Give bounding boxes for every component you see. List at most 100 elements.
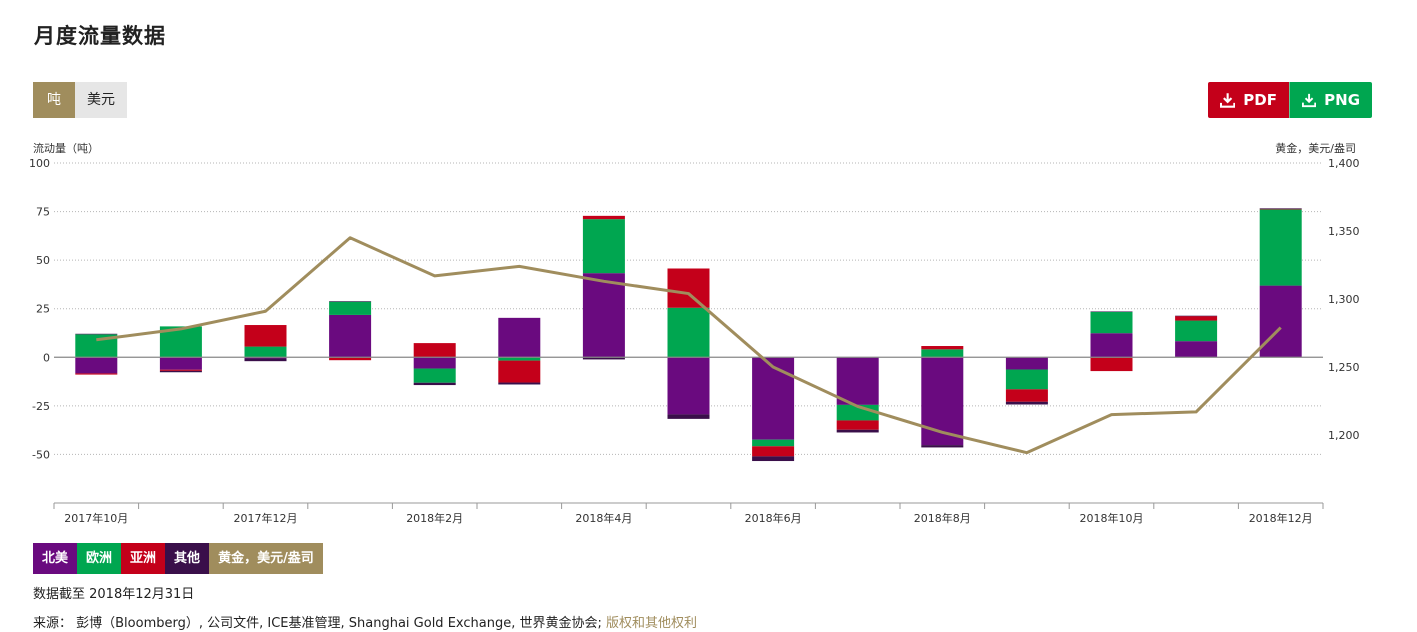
bar-亚洲-2017年12月[interactable] — [244, 325, 287, 347]
gold-price-line[interactable] — [96, 236, 1282, 455]
bar-亚洲-2018年1月[interactable] — [329, 357, 372, 361]
page-title: 月度流量数据 — [34, 24, 166, 48]
bar-北美-2018年5月[interactable] — [667, 357, 710, 415]
bar-其他-2018年9月[interactable] — [1005, 401, 1048, 405]
bar-其他-2018年5月[interactable] — [667, 414, 710, 419]
legend-item-asia[interactable]: 亚洲 — [121, 543, 166, 574]
bar-北美-2018年6月[interactable] — [752, 357, 795, 440]
y-tick-label: 75 — [36, 206, 50, 219]
legend-item-europe[interactable]: 欧洲 — [77, 543, 122, 574]
bar-亚洲-2017年11月[interactable] — [159, 369, 202, 371]
as-of-date: 数据截至 2018年12月31日 — [33, 587, 195, 602]
bar-欧洲-2017年10月[interactable] — [75, 334, 118, 358]
bar-亚洲-2018年7月[interactable] — [836, 420, 879, 430]
y-tick-label: 0 — [43, 351, 50, 364]
bar-欧洲-2017年12月[interactable] — [244, 346, 287, 358]
bar-其他-2018年12月[interactable] — [1259, 208, 1302, 209]
bar-其他-2018年6月[interactable] — [752, 456, 795, 462]
y-tick-label: 25 — [36, 303, 50, 316]
bar-北美-2018年11月[interactable] — [1175, 341, 1218, 358]
bar-北美-2017年11月[interactable] — [159, 357, 202, 370]
y-tick-label: 100 — [29, 157, 50, 170]
bar-其他-2018年10月[interactable] — [1090, 311, 1133, 312]
bar-欧洲-2018年12月[interactable] — [1259, 209, 1302, 286]
download-png-button[interactable]: PNG — [1289, 82, 1372, 118]
flows-chart: 流动量（吨） 黄金，美元/盎司 100 75 50 25 0 -25 -50 1,400 1,350… — [29, 141, 1360, 525]
bar-北美-2018年3月[interactable] — [498, 317, 541, 358]
unit-usd-button[interactable]: 美元 — [75, 82, 127, 118]
bar-欧洲-2018年3月[interactable] — [498, 357, 541, 361]
y2-tick-label: 1,400 — [1328, 157, 1360, 170]
bar-其他-2018年7月[interactable] — [836, 429, 879, 433]
bar-亚洲-2018年3月[interactable] — [498, 360, 541, 383]
bar-欧洲-2018年6月[interactable] — [752, 439, 795, 447]
bar-北美-2018年10月[interactable] — [1090, 333, 1133, 358]
rights-link[interactable]: 版权和其他权利 — [606, 616, 698, 631]
bar-亚洲-2018年6月[interactable] — [752, 446, 795, 457]
x-tick-label: 2018年2月 — [406, 511, 463, 525]
x-tick-label: 2018年10月 — [1080, 511, 1144, 525]
y-axis-title: 流动量（吨） — [33, 141, 99, 155]
bar-北美-2018年2月[interactable] — [413, 357, 456, 369]
bar-欧洲-2018年2月[interactable] — [413, 368, 456, 383]
bar-北美-2018年8月[interactable] — [921, 357, 964, 446]
bar-亚洲-2017年10月[interactable] — [75, 373, 118, 375]
bar-其他-2018年3月[interactable] — [498, 382, 541, 385]
bar-北美-2018年9月[interactable] — [1005, 357, 1048, 370]
bar-欧洲-2018年1月[interactable] — [329, 301, 372, 315]
bar-其他-2017年11月[interactable] — [159, 370, 202, 373]
bar-其他-2018年8月[interactable] — [921, 445, 964, 448]
download-pdf-button[interactable]: PDF — [1208, 82, 1289, 118]
x-tick-label: 2017年12月 — [234, 511, 298, 525]
bar-亚洲-2018年8月[interactable] — [921, 346, 964, 350]
legend-item-north-america[interactable]: 北美 — [33, 543, 78, 574]
bar-亚洲-2018年4月[interactable] — [582, 215, 625, 220]
x-tick-label: 2018年4月 — [575, 511, 632, 525]
bar-其他-2017年10月[interactable] — [75, 333, 118, 335]
download-icon — [1302, 93, 1317, 108]
bar-亚洲-2018年10月[interactable] — [1090, 357, 1133, 372]
y2-tick-label: 1,250 — [1328, 361, 1360, 374]
bar-亚洲-2018年5月[interactable] — [667, 268, 710, 308]
bar-北美-2018年4月[interactable] — [582, 273, 625, 358]
source-note: 来源： 彭博（Bloomberg）, 公司文件, ICE基准管理, Shangh… — [33, 612, 697, 631]
bar-欧洲-2018年8月[interactable] — [921, 349, 964, 358]
y2-tick-label: 1,300 — [1328, 293, 1360, 306]
bar-其他-2018年11月[interactable] — [1175, 315, 1218, 317]
bar-其他-2018年4月[interactable] — [582, 357, 625, 360]
y2-tick-label: 1,200 — [1328, 429, 1360, 442]
download-buttons: PDF PNG — [1208, 82, 1372, 118]
y-tick-label: -25 — [32, 400, 50, 413]
y2-axis-title: 黄金，美元/盎司 — [1275, 141, 1356, 155]
bar-北美-2018年1月[interactable] — [329, 314, 372, 358]
bar-欧洲-2018年11月[interactable] — [1175, 320, 1218, 342]
x-tick-label: 2018年8月 — [914, 511, 971, 525]
x-tick-label: 2017年10月 — [64, 511, 128, 525]
download-icon — [1220, 93, 1236, 108]
source-text: 来源： 彭博（Bloomberg）, 公司文件, ICE基准管理, Shangh… — [33, 616, 602, 631]
bar-欧洲-2018年10月[interactable] — [1090, 311, 1133, 334]
bar-亚洲-2018年11月[interactable] — [1175, 316, 1218, 321]
unit-toggle: 吨 美元 — [33, 82, 127, 118]
bar-其他-2018年2月[interactable] — [413, 382, 456, 386]
bar-亚洲-2018年12月[interactable] — [1259, 208, 1302, 210]
bar-其他-2018年1月[interactable] — [329, 301, 372, 302]
y2-tick-label: 1,350 — [1328, 225, 1360, 238]
bar-北美-2018年7月[interactable] — [836, 357, 879, 405]
legend-item-other[interactable]: 其他 — [165, 543, 210, 574]
bar-欧洲-2018年9月[interactable] — [1005, 369, 1048, 390]
legend: 北美 欧洲 亚洲 其他 黄金，美元/盎司 — [33, 543, 323, 574]
bar-欧洲-2018年5月[interactable] — [667, 307, 710, 358]
pdf-label: PDF — [1243, 91, 1277, 109]
bar-北美-2017年10月[interactable] — [75, 357, 118, 374]
unit-tonnes-button[interactable]: 吨 — [33, 82, 75, 118]
bar-亚洲-2018年9月[interactable] — [1005, 389, 1048, 402]
bar-其他-2017年12月[interactable] — [244, 358, 287, 362]
bar-欧洲-2018年4月[interactable] — [582, 219, 625, 274]
bar-亚洲-2018年2月[interactable] — [413, 343, 456, 358]
legend-item-gold-price[interactable]: 黄金，美元/盎司 — [209, 543, 323, 574]
y-tick-label: 50 — [36, 254, 50, 267]
png-label: PNG — [1324, 91, 1360, 109]
bar-北美-2018年12月[interactable] — [1259, 285, 1302, 358]
y-tick-label: -50 — [32, 448, 50, 461]
